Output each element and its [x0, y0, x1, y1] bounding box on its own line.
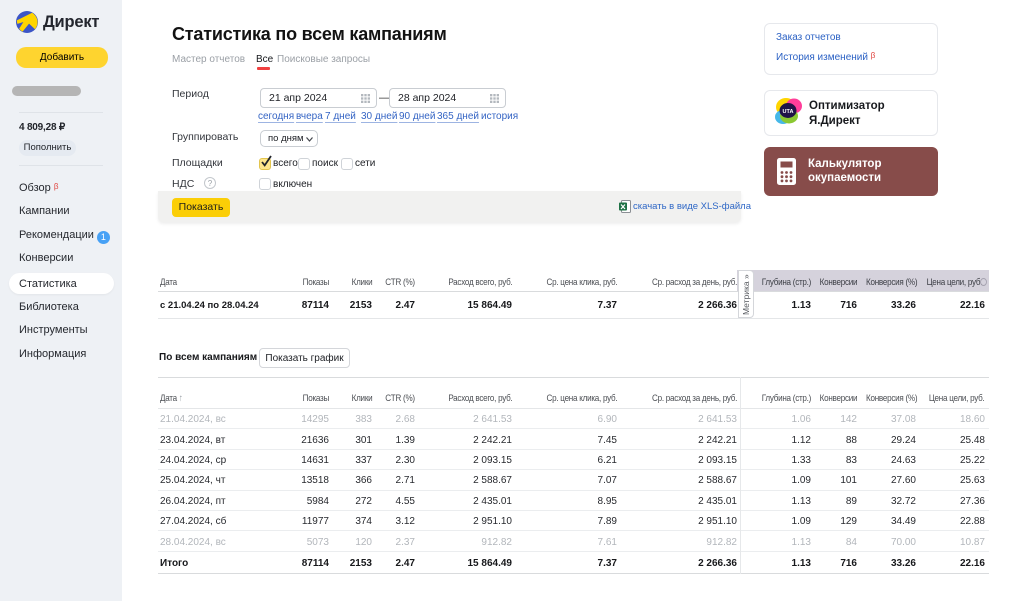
svg-text:UTA: UTA: [783, 109, 794, 115]
